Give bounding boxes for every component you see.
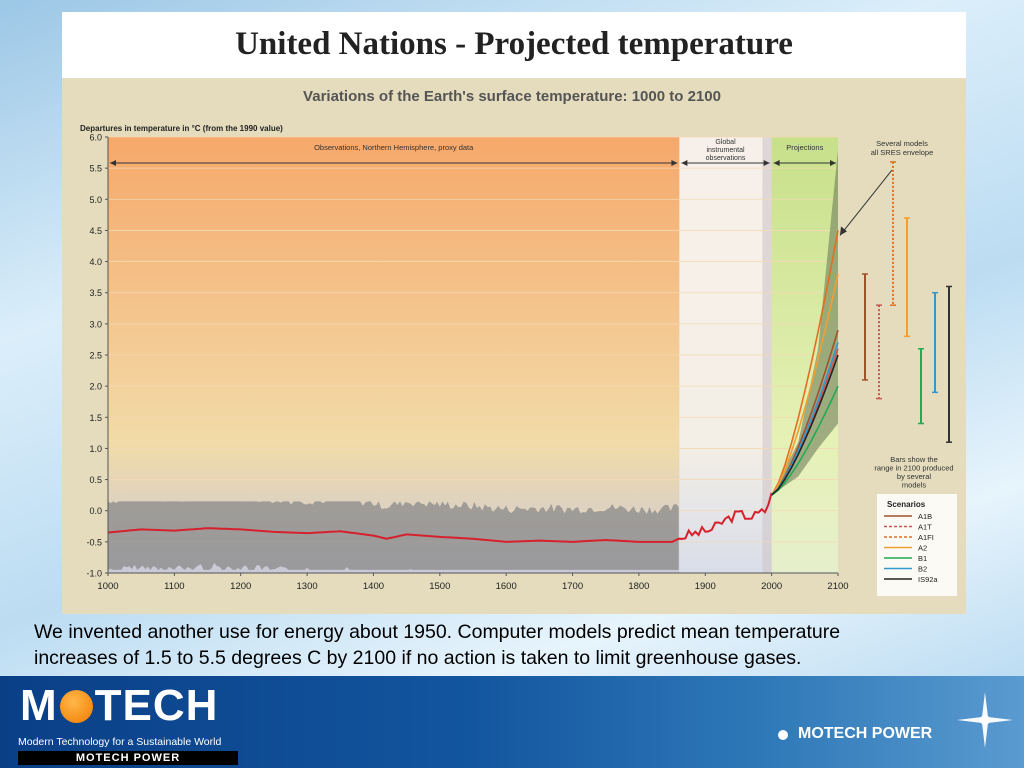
y-tick-label: 3.0 — [89, 319, 102, 329]
y-tick-label: 3.5 — [89, 288, 102, 298]
chart-title: Variations of the Earth's surface temper… — [303, 88, 721, 105]
logo-bar: MOTECH POWER — [18, 751, 238, 765]
x-tick-label: 1900 — [695, 581, 716, 592]
y-tick-label: -1.0 — [86, 569, 102, 579]
envelope-pointer — [839, 169, 893, 236]
logo-tagline: Modern Technology for a Sustainable Worl… — [18, 736, 222, 748]
region-label-line: Global — [715, 139, 736, 146]
x-tick-label: 1000 — [97, 581, 118, 592]
chart-y-axis-label: Departures in temperature in °C (from th… — [80, 124, 283, 133]
chart-figure: Variations of the Earth's surface temper… — [62, 78, 966, 614]
envelope-note-line: Several models — [876, 139, 928, 148]
logo-suffix: TECH — [94, 681, 219, 730]
x-tick-label: 1400 — [363, 581, 384, 592]
x-tick-label: 2100 — [827, 581, 848, 592]
legend-heading: Scenarios — [887, 500, 926, 509]
logo-prefix: M — [20, 681, 58, 730]
arrow-head-right — [671, 160, 678, 166]
y-tick-label: 4.0 — [89, 257, 102, 267]
legend-label: A1T — [918, 523, 932, 532]
observed-series-line — [107, 492, 773, 543]
y-tick-label: 1.0 — [89, 444, 102, 454]
bars-note-line: by several — [897, 472, 932, 481]
legend-label: A2 — [918, 544, 927, 553]
region-label-line: observations — [706, 155, 746, 162]
envelope-note-line: all SRES envelope — [871, 148, 934, 157]
bars-note-line: range in 2100 produced — [874, 464, 953, 473]
slide-title-box: United Nations - Projected temperature — [62, 12, 966, 78]
motech-logo: M TECH — [20, 681, 218, 731]
x-tick-label: 1800 — [628, 581, 649, 592]
slide-caption: We invented another use for energy about… — [34, 619, 994, 671]
x-tick-label: 1500 — [429, 581, 450, 592]
arrow-head-right — [763, 160, 770, 166]
y-tick-label: 1.5 — [89, 413, 102, 423]
series-line-is92a — [771, 354, 839, 496]
series-line-a2 — [770, 273, 839, 496]
x-tick-label: 1700 — [562, 581, 583, 592]
y-tick-label: 5.0 — [89, 195, 102, 205]
brand-label: MOTECH POWER — [798, 725, 933, 742]
bullet-icon — [778, 730, 788, 740]
logo-orange-dot — [59, 690, 93, 723]
slide-title: United Nations - Projected temperature — [235, 26, 793, 62]
y-tick-label: -0.5 — [86, 537, 102, 547]
region-label-line: instrumental — [706, 147, 745, 154]
legend-label: IS92a — [918, 575, 938, 584]
envelope-pointer-head — [840, 226, 847, 236]
legend-label: A1FI — [918, 533, 934, 542]
series-line-a1fi — [770, 230, 839, 496]
y-tick-label: 6.0 — [89, 133, 102, 143]
y-tick-label: 0.5 — [89, 475, 102, 485]
temperature-chart: Variations of the Earth's surface temper… — [80, 88, 957, 596]
x-tick-label: 1200 — [230, 581, 251, 592]
series-line-b1 — [771, 385, 839, 496]
legend-label: A1B — [918, 512, 932, 521]
legend-label: B2 — [918, 565, 927, 574]
y-tick-label: 2.5 — [89, 351, 102, 361]
region-label: Observations, Northern Hemisphere, proxy… — [314, 143, 474, 152]
x-tick-label: 1100 — [164, 581, 184, 592]
y-tick-label: 4.5 — [89, 226, 102, 236]
sparkle-icon — [957, 692, 1013, 748]
bars-note-line: models — [902, 481, 926, 490]
caption-line-2: increases of 1.5 to 5.5 degrees C by 210… — [34, 647, 802, 669]
y-tick-label: 5.5 — [89, 164, 102, 174]
sres-envelope — [771, 149, 838, 496]
footer-banner: M TECH Modern Technology for a Sustainabl… — [0, 676, 1024, 768]
arrow-head-right — [830, 160, 836, 166]
region-label: Projections — [786, 143, 823, 152]
y-tick-label: 0.0 — [89, 506, 102, 516]
arrow-head-left — [681, 160, 688, 166]
arrow-head-left — [110, 160, 116, 166]
x-tick-label: 1600 — [496, 581, 517, 592]
caption-line-1: We invented another use for energy about… — [34, 621, 841, 643]
legend-box — [877, 494, 957, 596]
arrow-head-left — [773, 160, 780, 166]
legend-label: B1 — [918, 554, 927, 563]
uncertainty-band — [108, 501, 679, 570]
y-tick-label: 2.0 — [89, 382, 102, 392]
bars-note-line: Bars show the — [890, 455, 938, 464]
x-tick-label: 1300 — [297, 581, 318, 592]
x-tick-label: 2000 — [761, 581, 782, 592]
